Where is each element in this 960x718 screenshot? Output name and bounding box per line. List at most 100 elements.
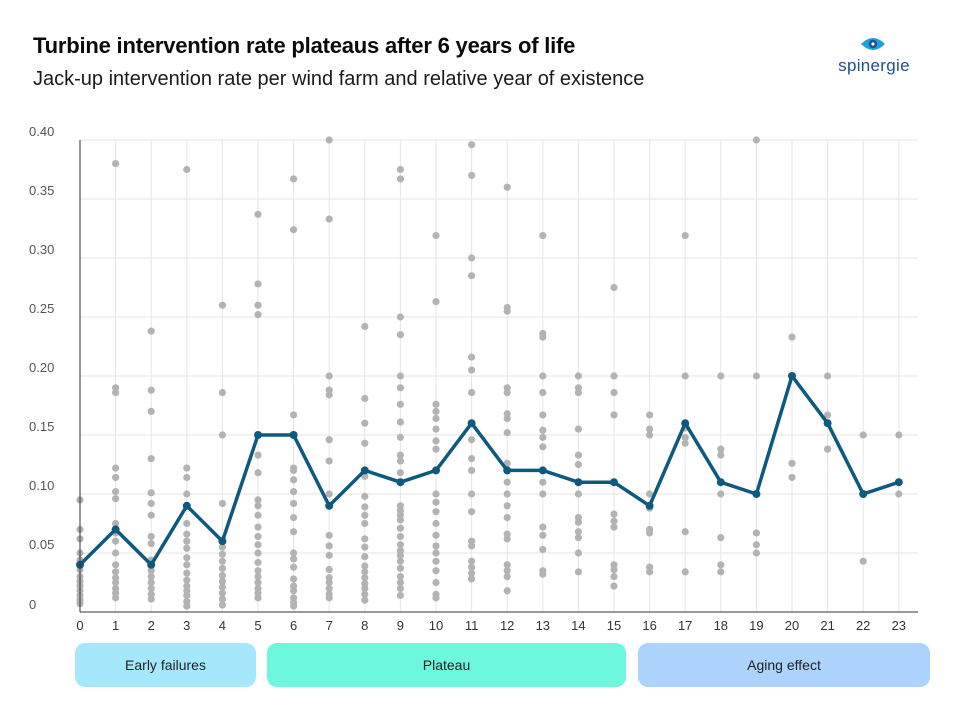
scatter-point [361,574,369,582]
scatter-point [218,595,226,603]
scatter-point [325,578,333,587]
scatter-point [788,473,796,482]
phase-plateau: Plateau [267,643,626,687]
scatter-point [432,542,440,550]
scatter-point [681,231,689,240]
scatter-point [752,136,761,144]
scatter-point [574,518,583,526]
scatter-point [432,557,440,565]
scatter-point [147,578,155,587]
scatter-point [396,165,404,174]
scatter-point [396,400,404,408]
scatter-point [574,528,583,536]
scatter-point [717,534,725,542]
scatter-point [325,215,333,223]
scatter-point [325,565,333,574]
scatter-point [254,549,262,557]
scatter-point [610,283,618,292]
scatter-point [396,331,404,339]
series-point [752,490,761,498]
scatter-point [183,561,191,569]
scatter-point [432,414,440,423]
scatter-point [646,529,654,537]
x-tick-label: 17 [678,618,692,633]
scatter-point [681,528,689,536]
scatter-point [218,601,226,609]
scatter-point [503,478,511,486]
scatter-point [503,414,511,423]
series-point [681,419,690,428]
scatter-point [574,460,583,469]
scatter-point [361,503,369,511]
scatter-point [254,469,262,477]
scatter-point [468,366,476,374]
series-point [538,466,547,475]
scatter-point [112,519,120,528]
scatter-point [361,590,369,598]
series-point [503,466,512,475]
scatter-point [396,418,404,426]
scatter-point [218,388,226,397]
scatter-point [610,411,618,419]
scatter-point [396,578,404,587]
scatter-point [147,499,155,508]
scatter-point [432,498,440,506]
series-point [396,478,405,487]
scatter-point [396,551,404,559]
scatter-point [432,519,440,528]
scatter-point [468,563,476,571]
scatter-point [539,570,547,578]
y-axis-ticks: 0 0.05 0.10 0.15 0.20 0.25 0.30 0.35 0.40 [29,124,54,612]
scatter-point [325,531,333,539]
scatter-point [432,298,440,306]
scatter-point [539,231,547,240]
scatter-point [361,543,369,551]
scatter-point [610,573,618,581]
x-tick-label: 0 [76,618,83,633]
scatter-point [112,561,120,569]
scatter-point [610,523,618,531]
series-point [823,419,832,428]
scatter-point [468,575,476,583]
brand-name: spinergie [838,56,910,75]
scatter-point [361,322,369,331]
scatter-point [218,550,226,558]
scatter-point [432,407,440,415]
scatter-point [468,542,476,550]
y-tick-label: 0.10 [29,478,54,493]
y-tick-label: 0.15 [29,419,54,434]
scatter-point [254,532,262,541]
phase-aging-effect: Aging effect [638,643,930,687]
scatter-point [361,584,369,593]
scatter-point [681,568,689,576]
x-tick-label: 8 [361,618,368,633]
x-tick-label: 9 [397,618,404,633]
x-tick-label: 13 [536,618,550,633]
scatter-point [539,545,547,554]
scatter-point [147,567,155,575]
scatter-point [468,455,476,463]
scatter-point [147,584,155,593]
scatter-point [112,578,120,587]
scatter-point [432,549,440,557]
scatter-point [503,388,511,397]
scatter-point [147,573,155,581]
x-tick-label: 21 [820,618,834,633]
scatter-point [254,511,262,519]
scatter-point [610,517,618,525]
series-point [218,537,227,546]
scatter-point [147,386,155,394]
scatter-point [325,136,333,144]
chart-subtitle: Jack-up intervention rate per wind farm … [33,68,645,90]
series-point [788,372,796,380]
scatter-point [396,433,404,441]
scatter-point [717,561,725,569]
scatter-point [788,333,796,341]
scatter-point [468,508,476,516]
x-tick-label: 14 [571,618,585,633]
scatter-point [468,254,476,262]
series-point [325,501,334,510]
scatter-point [183,519,191,528]
scatter-point [574,549,583,557]
series-point [289,431,298,439]
